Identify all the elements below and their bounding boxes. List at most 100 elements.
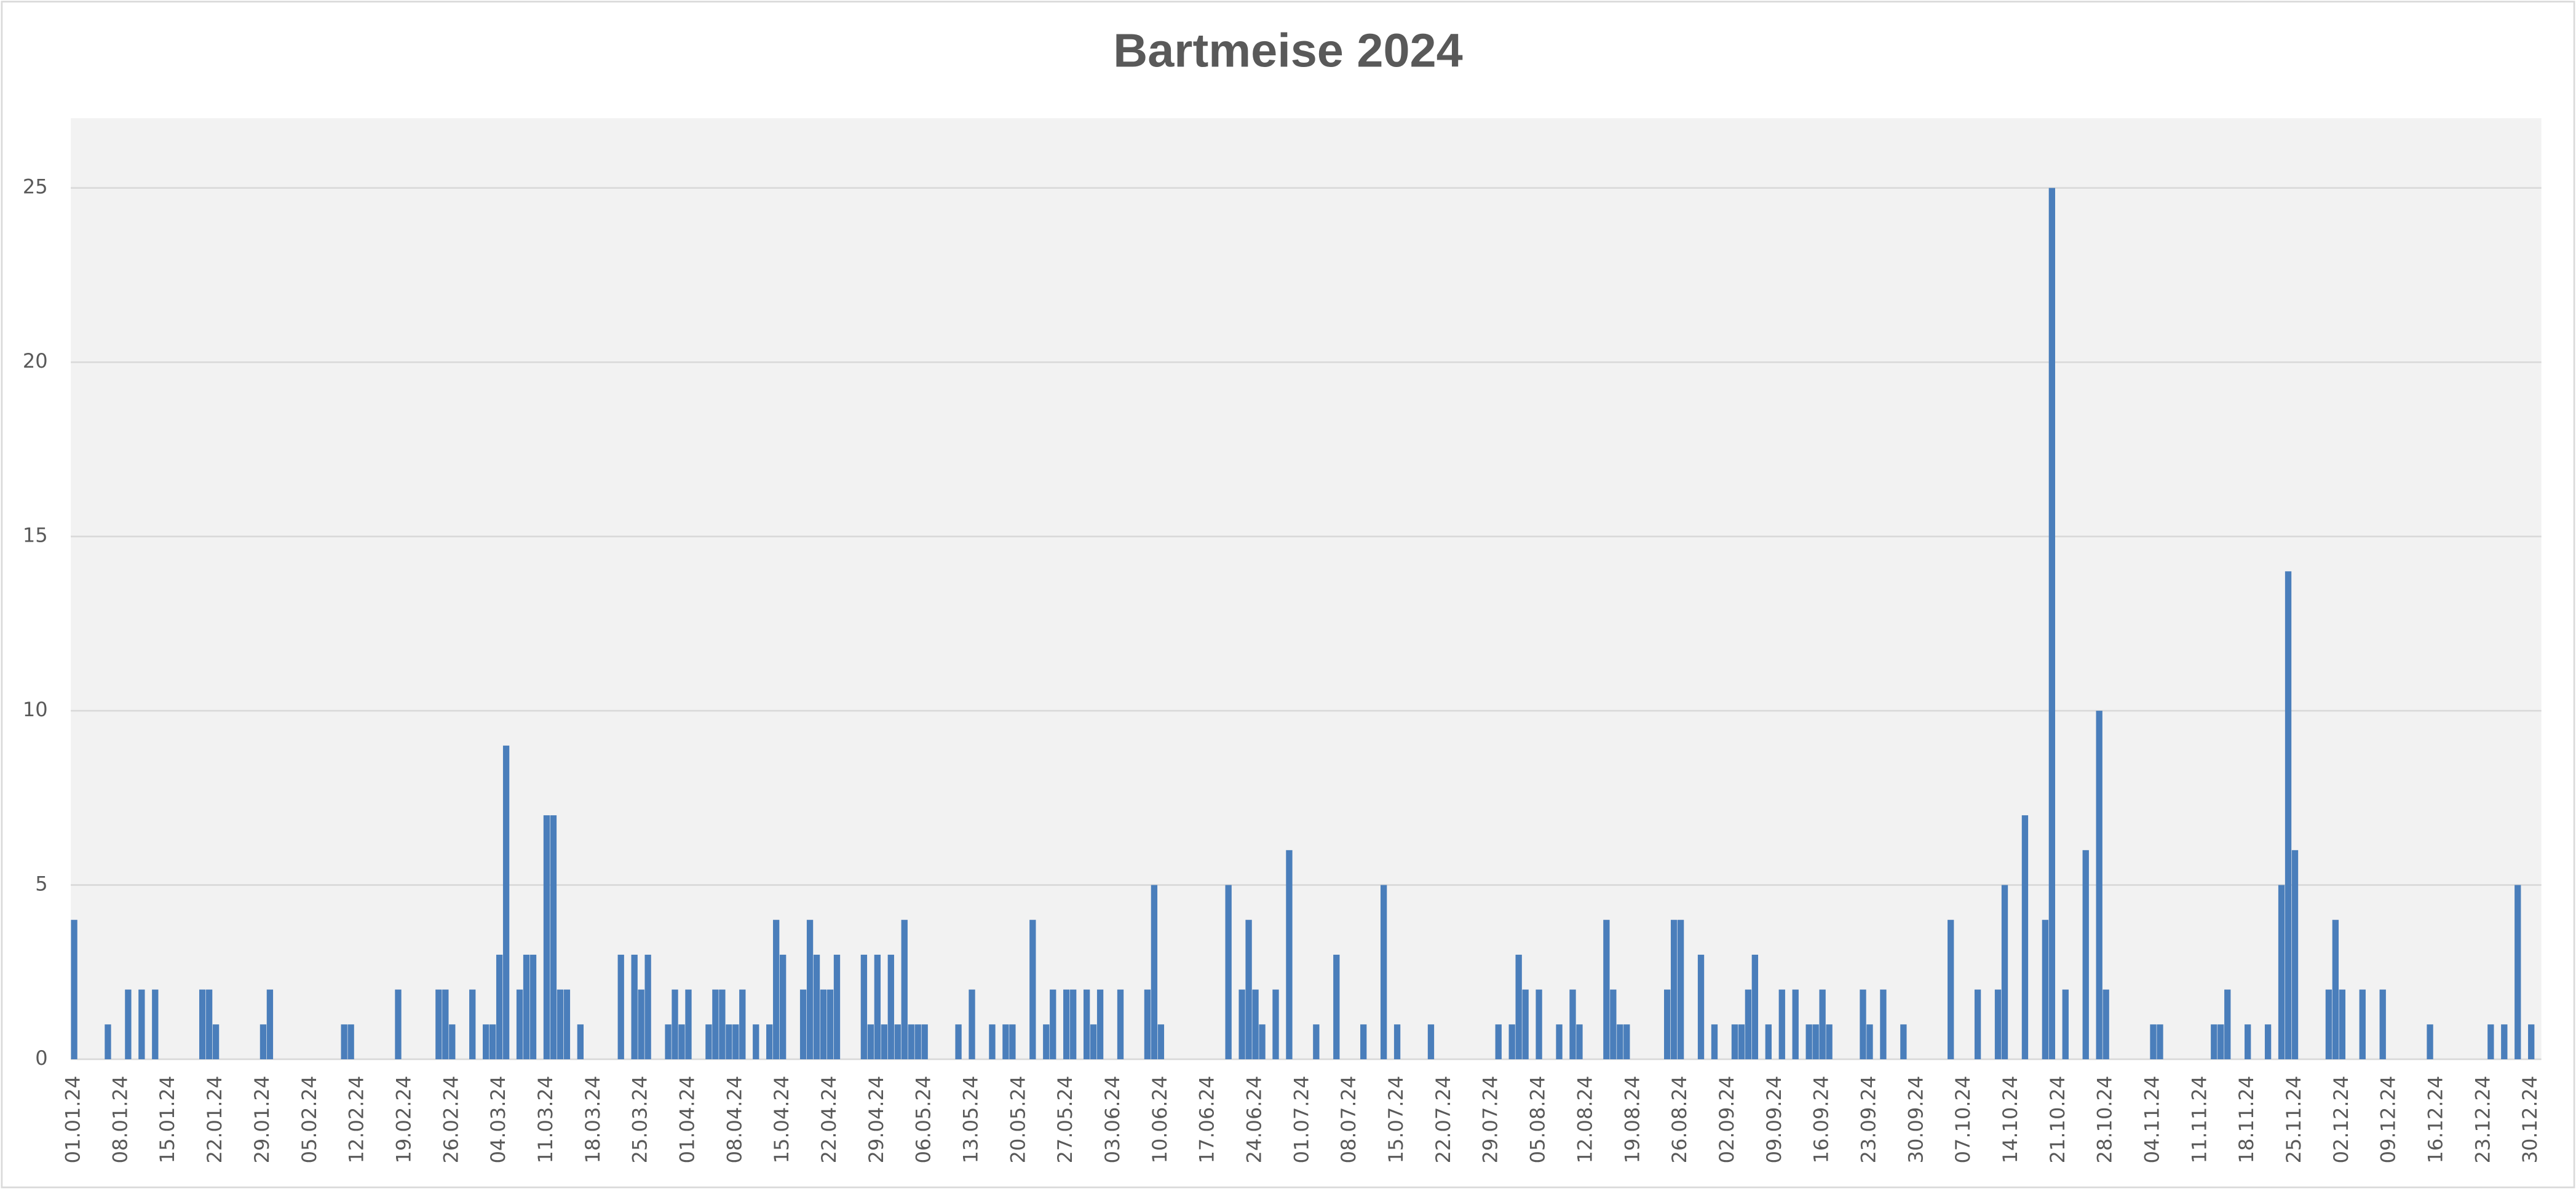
x-tick-label: 08.04.24 [723, 1076, 746, 1164]
bar [2150, 1024, 2157, 1059]
bar [1495, 1024, 1502, 1059]
bar [901, 920, 908, 1059]
y-tick-label: 25 [23, 175, 48, 199]
bar [2339, 989, 2346, 1059]
bar [1866, 1024, 1873, 1059]
x-tick-label: 08.07.24 [1337, 1076, 1360, 1164]
x-tick-label: 29.01.24 [250, 1076, 274, 1164]
x-tick-label: 11.11.24 [2187, 1076, 2211, 1164]
bar [1090, 1024, 1097, 1059]
bar [1765, 1024, 1772, 1059]
bar [1313, 1024, 1320, 1059]
x-tick-label: 22.01.24 [203, 1076, 226, 1164]
x-tick-label: 21.10.24 [2046, 1076, 2069, 1164]
x-tick-label: 05.02.24 [298, 1076, 321, 1164]
x-tick-label: 16.09.24 [1810, 1076, 1833, 1164]
x-tick-label: 06.05.24 [912, 1076, 935, 1164]
bar [205, 989, 213, 1059]
x-tick-label: 20.05.24 [1006, 1076, 1029, 1164]
bar [1259, 1024, 1266, 1059]
bar [921, 1024, 928, 1059]
x-tick-label: 24.06.24 [1243, 1076, 1266, 1164]
bar [712, 989, 719, 1059]
x-tick-label: 30.12.24 [2518, 1076, 2542, 1164]
bar [2096, 711, 2102, 1059]
bar [1677, 920, 1684, 1059]
bar [1880, 989, 1887, 1059]
bar [1050, 989, 1056, 1059]
bar [1603, 920, 1610, 1059]
bar [1536, 989, 1542, 1059]
bar [1508, 1024, 1515, 1059]
bar [2427, 1024, 2433, 1059]
bar [2062, 989, 2069, 1059]
bar [1812, 1024, 1819, 1059]
bar [2515, 885, 2521, 1059]
x-tick-label: 15.07.24 [1384, 1076, 1408, 1164]
bar [125, 989, 132, 1059]
x-tick-label: 02.12.24 [2329, 1076, 2353, 1164]
bar [2359, 989, 2366, 1059]
bar [1096, 989, 1104, 1059]
x-tick-label: 25.11.24 [2282, 1076, 2305, 1164]
x-tick-label: 19.02.24 [392, 1076, 415, 1164]
x-tick-label: 26.08.24 [1668, 1076, 1691, 1164]
bar [2278, 885, 2285, 1059]
x-tick-label: 15.04.24 [770, 1076, 793, 1164]
bar [1522, 989, 1529, 1059]
x-tick-label: 02.09.24 [1715, 1076, 1738, 1164]
x-tick-label: 10.06.24 [1148, 1076, 1171, 1164]
bar [989, 1024, 996, 1059]
y-tick-label: 20 [23, 349, 48, 373]
bar [557, 989, 564, 1059]
bar [563, 989, 571, 1059]
bar [2379, 989, 2386, 1059]
bar [2245, 1024, 2251, 1059]
bar [881, 1024, 887, 1059]
bar [1272, 989, 1279, 1059]
bar [1063, 989, 1070, 1059]
bar [773, 920, 780, 1059]
x-tick-label: 17.06.24 [1195, 1076, 1219, 1164]
bar [2157, 1024, 2163, 1059]
bar [2501, 1024, 2508, 1059]
bar [1556, 1024, 1563, 1059]
bar [1043, 1024, 1050, 1059]
bar [449, 1024, 456, 1059]
bar [1083, 989, 1090, 1059]
bar [1151, 885, 1158, 1059]
bar [955, 1024, 962, 1059]
bar [1738, 1024, 1745, 1059]
bar [894, 1024, 901, 1059]
bar [529, 954, 537, 1059]
bar [1948, 920, 1954, 1059]
x-tick-label: 04.03.24 [486, 1076, 510, 1164]
bar [665, 1024, 672, 1059]
bar [2211, 1024, 2217, 1059]
bar [577, 1024, 584, 1059]
bar [631, 954, 638, 1059]
bar [347, 1024, 354, 1059]
bar [1805, 1024, 1812, 1059]
bar [638, 989, 644, 1059]
x-tick-label: 09.12.24 [2377, 1076, 2400, 1164]
bar [766, 1024, 773, 1059]
bar [502, 745, 510, 1059]
bar [1333, 954, 1340, 1059]
bar [260, 1024, 267, 1059]
bar [2224, 989, 2231, 1059]
bar [516, 989, 523, 1059]
bar [489, 1024, 496, 1059]
bar [1745, 989, 1752, 1059]
y-tick-label: 5 [35, 872, 47, 896]
bar [266, 989, 274, 1059]
bar [2102, 989, 2109, 1059]
bar [2021, 815, 2029, 1059]
bar [1617, 1024, 1623, 1059]
y-tick-label: 10 [23, 698, 48, 721]
bar [1826, 1024, 1833, 1059]
bar [523, 954, 530, 1059]
bar [1225, 885, 1232, 1059]
